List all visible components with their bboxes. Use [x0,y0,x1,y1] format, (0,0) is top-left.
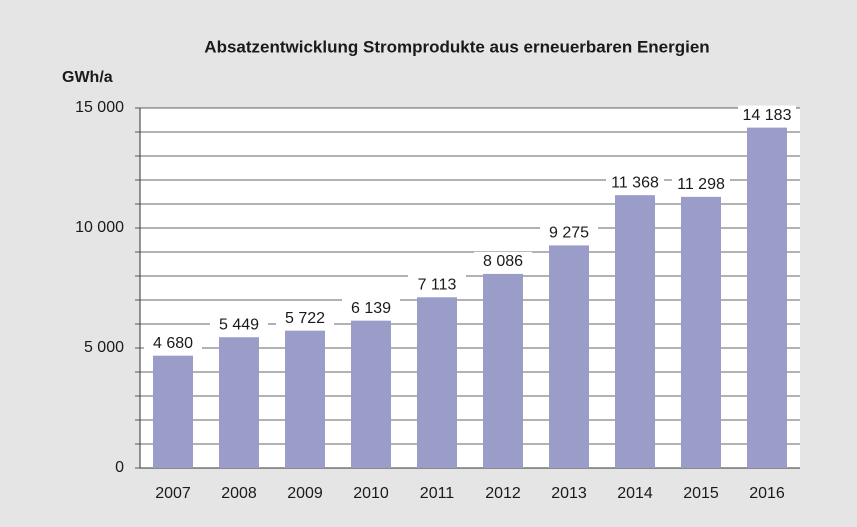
label-background [342,298,400,317]
y-tick-label: 0 [115,459,124,476]
x-tick-label: 2009 [287,485,323,502]
x-tick-label: 2008 [221,485,257,502]
y-tick-label: 10 000 [75,219,124,236]
bar [615,195,655,468]
bar [153,355,193,468]
y-tick-label: 5 000 [84,339,124,356]
data-label: 6 139 [351,300,391,317]
label-background [738,105,796,124]
data-label: 9 275 [549,225,589,242]
label-background [474,251,532,270]
label-background [144,333,202,352]
x-tick-label: 2016 [749,485,785,502]
x-tick-label: 2012 [485,485,521,502]
label-background [210,315,268,334]
data-label: 14 183 [743,107,792,124]
x-tick-label: 2010 [353,485,389,502]
data-label: 7 113 [418,277,457,294]
y-tick-label: 15 000 [75,99,124,116]
data-label: 8 086 [483,253,523,270]
y-axis-label: GWh/a [62,69,113,86]
data-label: 4 680 [153,335,193,352]
bar [417,297,457,468]
bar [549,245,589,468]
data-label: 5 722 [285,310,325,327]
label-background [606,173,664,192]
bar [483,273,523,468]
chart-title: Absatzentwicklung Stromprodukte aus erne… [204,37,709,56]
x-tick-label: 2015 [683,485,719,502]
data-label: 5 449 [219,316,259,333]
label-background [276,308,334,327]
bar [747,127,787,468]
bar [219,337,259,468]
bar [681,196,721,468]
x-tick-label: 2013 [551,485,587,502]
data-label: 11 298 [677,176,725,193]
bar [351,320,391,468]
label-background [408,275,466,294]
x-tick-label: 2014 [617,485,653,502]
label-background [672,174,730,193]
bar [285,330,325,468]
x-tick-label: 2011 [420,485,455,502]
label-background [540,223,598,242]
x-tick-label: 2007 [155,485,191,502]
data-label: 11 368 [611,174,659,191]
